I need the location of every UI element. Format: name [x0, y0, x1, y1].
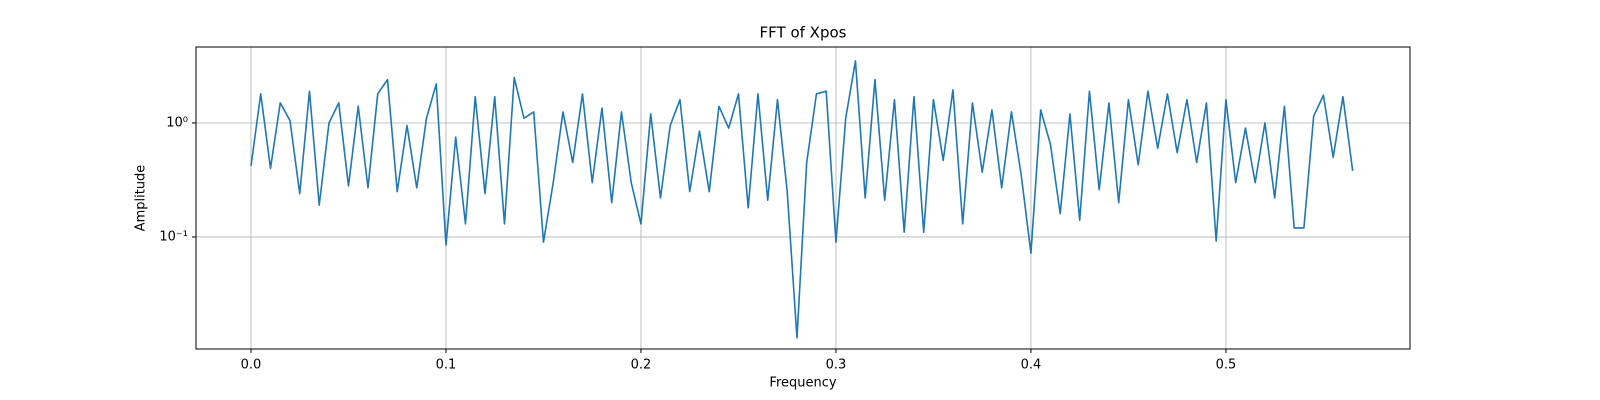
chart-title: FFT of Xpos	[760, 24, 847, 42]
x-tick-label: 0.3	[826, 358, 847, 373]
x-tick-label: 0.5	[1216, 358, 1237, 373]
x-tick-label: 0.1	[436, 358, 457, 373]
y-axis-label: Amplitude	[134, 165, 149, 232]
plot-frame	[195, 46, 1411, 350]
data-line	[250, 60, 1354, 339]
x-tick-label: 0.2	[631, 358, 652, 373]
y-tick-label: 10⁰	[166, 115, 188, 130]
y-tick-label: 10⁻¹	[159, 229, 188, 244]
x-tick-label: 0.4	[1021, 358, 1042, 373]
x-tick-label: 0.0	[241, 358, 262, 373]
x-axis-label: Frequency	[769, 376, 836, 391]
